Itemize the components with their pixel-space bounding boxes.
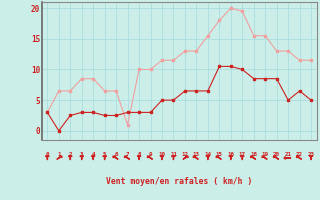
X-axis label: Vent moyen/en rafales ( km/h ): Vent moyen/en rafales ( km/h )	[106, 177, 252, 186]
